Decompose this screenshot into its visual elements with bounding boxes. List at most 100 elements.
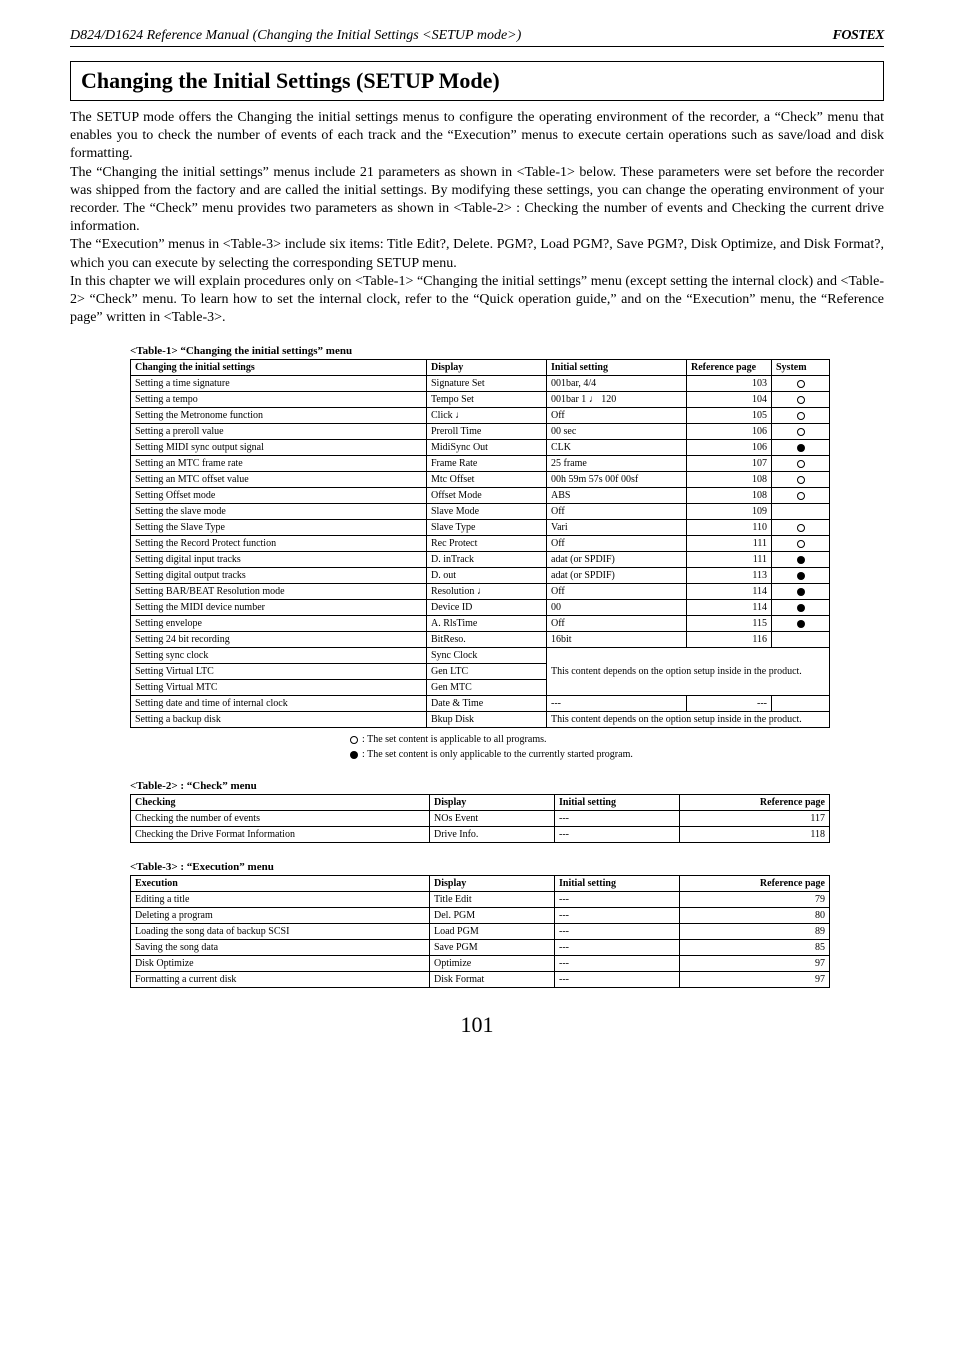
t1-cell: Off	[547, 504, 687, 520]
t1-h2: Display	[427, 360, 547, 376]
circle-icon	[797, 396, 805, 404]
circle-icon	[350, 736, 358, 744]
t1-sys-cell	[772, 616, 830, 632]
table-row: Disk OptimizeOptimize---97	[131, 956, 830, 972]
t3-cell: 97	[680, 972, 830, 988]
circle-icon	[797, 524, 805, 532]
t1-cell: 106	[687, 440, 772, 456]
t1-sys-cell	[772, 520, 830, 536]
table-row: Setting BAR/BEAT Resolution modeResoluti…	[131, 584, 830, 600]
t1-cell: adat (or SPDIF)	[547, 568, 687, 584]
t3-h1: Execution	[131, 876, 430, 892]
t3-cell: Del. PGM	[430, 908, 555, 924]
t1-cell: 111	[687, 536, 772, 552]
t3-cell: Deleting a program	[131, 908, 430, 924]
t1-cell: ---	[687, 696, 772, 712]
t1-cell: Setting an MTC frame rate	[131, 456, 427, 472]
t1-cell: 105	[687, 408, 772, 424]
t1-cell: Setting an MTC offset value	[131, 472, 427, 488]
t1-sys-cell	[772, 632, 830, 648]
t3-cell: ---	[555, 972, 680, 988]
table-1: Changing the initial settings Display In…	[130, 359, 830, 728]
t3-h3: Initial setting	[555, 876, 680, 892]
table-2: Checking Display Initial setting Referen…	[130, 794, 830, 843]
t1-cell: 107	[687, 456, 772, 472]
t1-cell: Setting Virtual MTC	[131, 680, 427, 696]
t1-cell: 115	[687, 616, 772, 632]
t1-sys-cell	[772, 696, 830, 712]
table-row: Setting date and time of internal clockD…	[131, 696, 830, 712]
t3-cell: 85	[680, 940, 830, 956]
t3-h2: Display	[430, 876, 555, 892]
table-row: Setting the Slave TypeSlave TypeVari110	[131, 520, 830, 536]
circle-icon	[797, 476, 805, 484]
dot-icon	[797, 556, 805, 564]
table-row: Deleting a programDel. PGM---80	[131, 908, 830, 924]
dot-icon	[797, 572, 805, 580]
table-row: Setting the MIDI device numberDevice ID0…	[131, 600, 830, 616]
t3-cell: ---	[555, 892, 680, 908]
intro-p4: In this chapter we will explain procedur…	[70, 273, 884, 328]
t1-cell: Off	[547, 536, 687, 552]
t1-cell: 25 frame	[547, 456, 687, 472]
legend-text-2: : The set content is only applicable to …	[362, 749, 633, 760]
t3-cell: Disk Optimize	[131, 956, 430, 972]
table-row: Setting envelopeA. RlsTimeOff115	[131, 616, 830, 632]
t3-cell: Save PGM	[430, 940, 555, 956]
table-row: Setting a backup diskBkup DiskThis conte…	[131, 712, 830, 728]
t1-cell: MidiSync Out	[427, 440, 547, 456]
table-row: Setting sync clockSync ClockThis content…	[131, 648, 830, 664]
t1-cell: 106	[687, 424, 772, 440]
t1-cell: 00 sec	[547, 424, 687, 440]
t1-sys-cell	[772, 488, 830, 504]
t1-sys-cell	[772, 568, 830, 584]
t1-cell: Sync Clock	[427, 648, 547, 664]
t1-cell: 108	[687, 488, 772, 504]
t2-cell: Checking the number of events	[131, 811, 430, 827]
t1-cell: Setting the slave mode	[131, 504, 427, 520]
t1-cell: 16bit	[547, 632, 687, 648]
t3-cell: Optimize	[430, 956, 555, 972]
t2-h2: Display	[430, 795, 555, 811]
t1-cell: 001bar, 4/4	[547, 376, 687, 392]
t1-cell: Rec Protect	[427, 536, 547, 552]
t1-cell: Setting the Record Protect function	[131, 536, 427, 552]
t1-cell: Frame Rate	[427, 456, 547, 472]
t2-h3: Initial setting	[555, 795, 680, 811]
table-row: Checking the Drive Format InformationDri…	[131, 827, 830, 843]
t2-cell: 117	[680, 811, 830, 827]
table2-caption: <Table-2> : “Check” menu	[130, 780, 884, 792]
circle-icon	[797, 460, 805, 468]
t1-cell: Setting a backup disk	[131, 712, 427, 728]
dot-icon	[797, 604, 805, 612]
table-row: Setting MIDI sync output signalMidiSync …	[131, 440, 830, 456]
t3-cell: Loading the song data of backup SCSI	[131, 924, 430, 940]
t1-cell: Setting sync clock	[131, 648, 427, 664]
table-row: Setting 24 bit recordingBitReso.16bit116	[131, 632, 830, 648]
t1-cell: ABS	[547, 488, 687, 504]
t2-cell: ---	[555, 811, 680, 827]
t1-h4: Reference page	[687, 360, 772, 376]
dot-icon	[350, 751, 358, 759]
t3-cell: Saving the song data	[131, 940, 430, 956]
t1-cell: Offset Mode	[427, 488, 547, 504]
table-row: Setting the Metronome functionClick ♩Off…	[131, 408, 830, 424]
t3-cell: Load PGM	[430, 924, 555, 940]
intro-p1: The SETUP mode offers the Changing the i…	[70, 109, 884, 164]
t3-cell: Disk Format	[430, 972, 555, 988]
t1-cell: Setting 24 bit recording	[131, 632, 427, 648]
t1-merged-cell: This content depends on the option setup…	[547, 648, 830, 696]
t3-cell: Formatting a current disk	[131, 972, 430, 988]
t1-cell: Setting a time signature	[131, 376, 427, 392]
table-row: Formatting a current diskDisk Format---9…	[131, 972, 830, 988]
t1-cell: Signature Set	[427, 376, 547, 392]
circle-icon	[797, 412, 805, 420]
t1-cell: Preroll Time	[427, 424, 547, 440]
t2-h1: Checking	[131, 795, 430, 811]
t1-cell: BitReso.	[427, 632, 547, 648]
t1-sys-cell	[772, 392, 830, 408]
t1-cell: Setting the Metronome function	[131, 408, 427, 424]
t3-cell: 79	[680, 892, 830, 908]
t2-cell: Drive Info.	[430, 827, 555, 843]
legend-text-1: : The set content is applicable to all p…	[362, 734, 547, 745]
